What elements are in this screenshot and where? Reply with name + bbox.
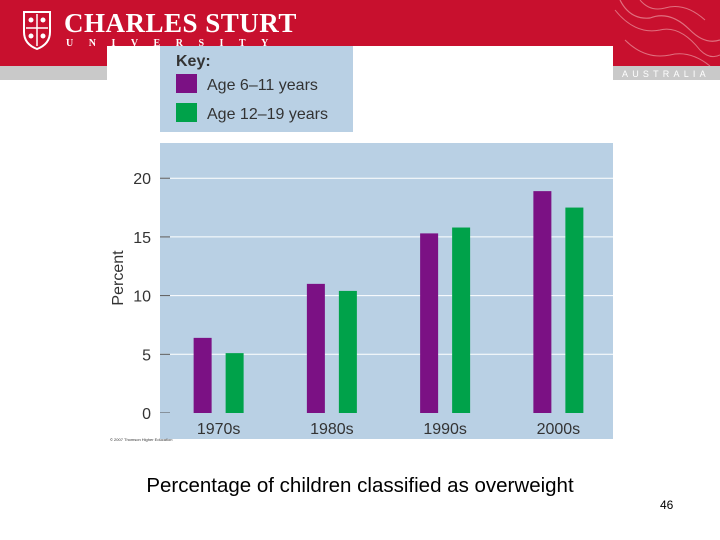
- y-axis-label: Percent: [110, 250, 127, 306]
- university-name: CHARLES STURT: [64, 8, 297, 38]
- bar: [338, 290, 357, 413]
- university-crest-icon: [23, 11, 51, 50]
- x-tick-label: 2000s: [537, 421, 581, 438]
- x-axis-band: [160, 413, 613, 439]
- y-tick-label: 15: [133, 230, 151, 247]
- y-tick-label: 20: [133, 171, 151, 188]
- university-subtitle: UNIVERSITY: [66, 38, 284, 49]
- y-tick-label: 5: [142, 347, 151, 364]
- x-tick-label: 1980s: [310, 421, 354, 438]
- bar: [533, 191, 552, 413]
- bar: [420, 233, 439, 413]
- country-label: AUSTRALIA: [622, 69, 710, 79]
- legend-title: Key:: [176, 53, 211, 70]
- figure-copyright: © 2007 Thomson Higher Education: [110, 437, 173, 442]
- bar: [452, 227, 471, 413]
- x-tick-label: 1990s: [423, 421, 467, 438]
- legend-swatch: [176, 74, 197, 93]
- slide-number: 46: [660, 498, 674, 512]
- bar: [193, 337, 212, 413]
- slide-caption: Percentage of children classified as ove…: [146, 474, 574, 497]
- legend-swatch: [176, 103, 197, 122]
- bar: [565, 207, 584, 413]
- australia-map-decoration-icon: [614, 0, 720, 66]
- y-tick-label: 0: [142, 406, 151, 423]
- y-tick-label: 10: [133, 289, 151, 306]
- legend-label: Age 6–11 years: [207, 77, 318, 94]
- chart-figure: Key: Age 6–11 years Age 12–19 years 0 5 10 15 2…: [107, 46, 613, 456]
- legend-label: Age 12–19 years: [207, 106, 328, 123]
- x-tick-label: 1970s: [197, 421, 241, 438]
- bar-chart: Key: Age 6–11 years Age 12–19 years 0 5 10 15 2…: [110, 46, 613, 439]
- bar: [225, 353, 244, 413]
- bar: [306, 283, 325, 413]
